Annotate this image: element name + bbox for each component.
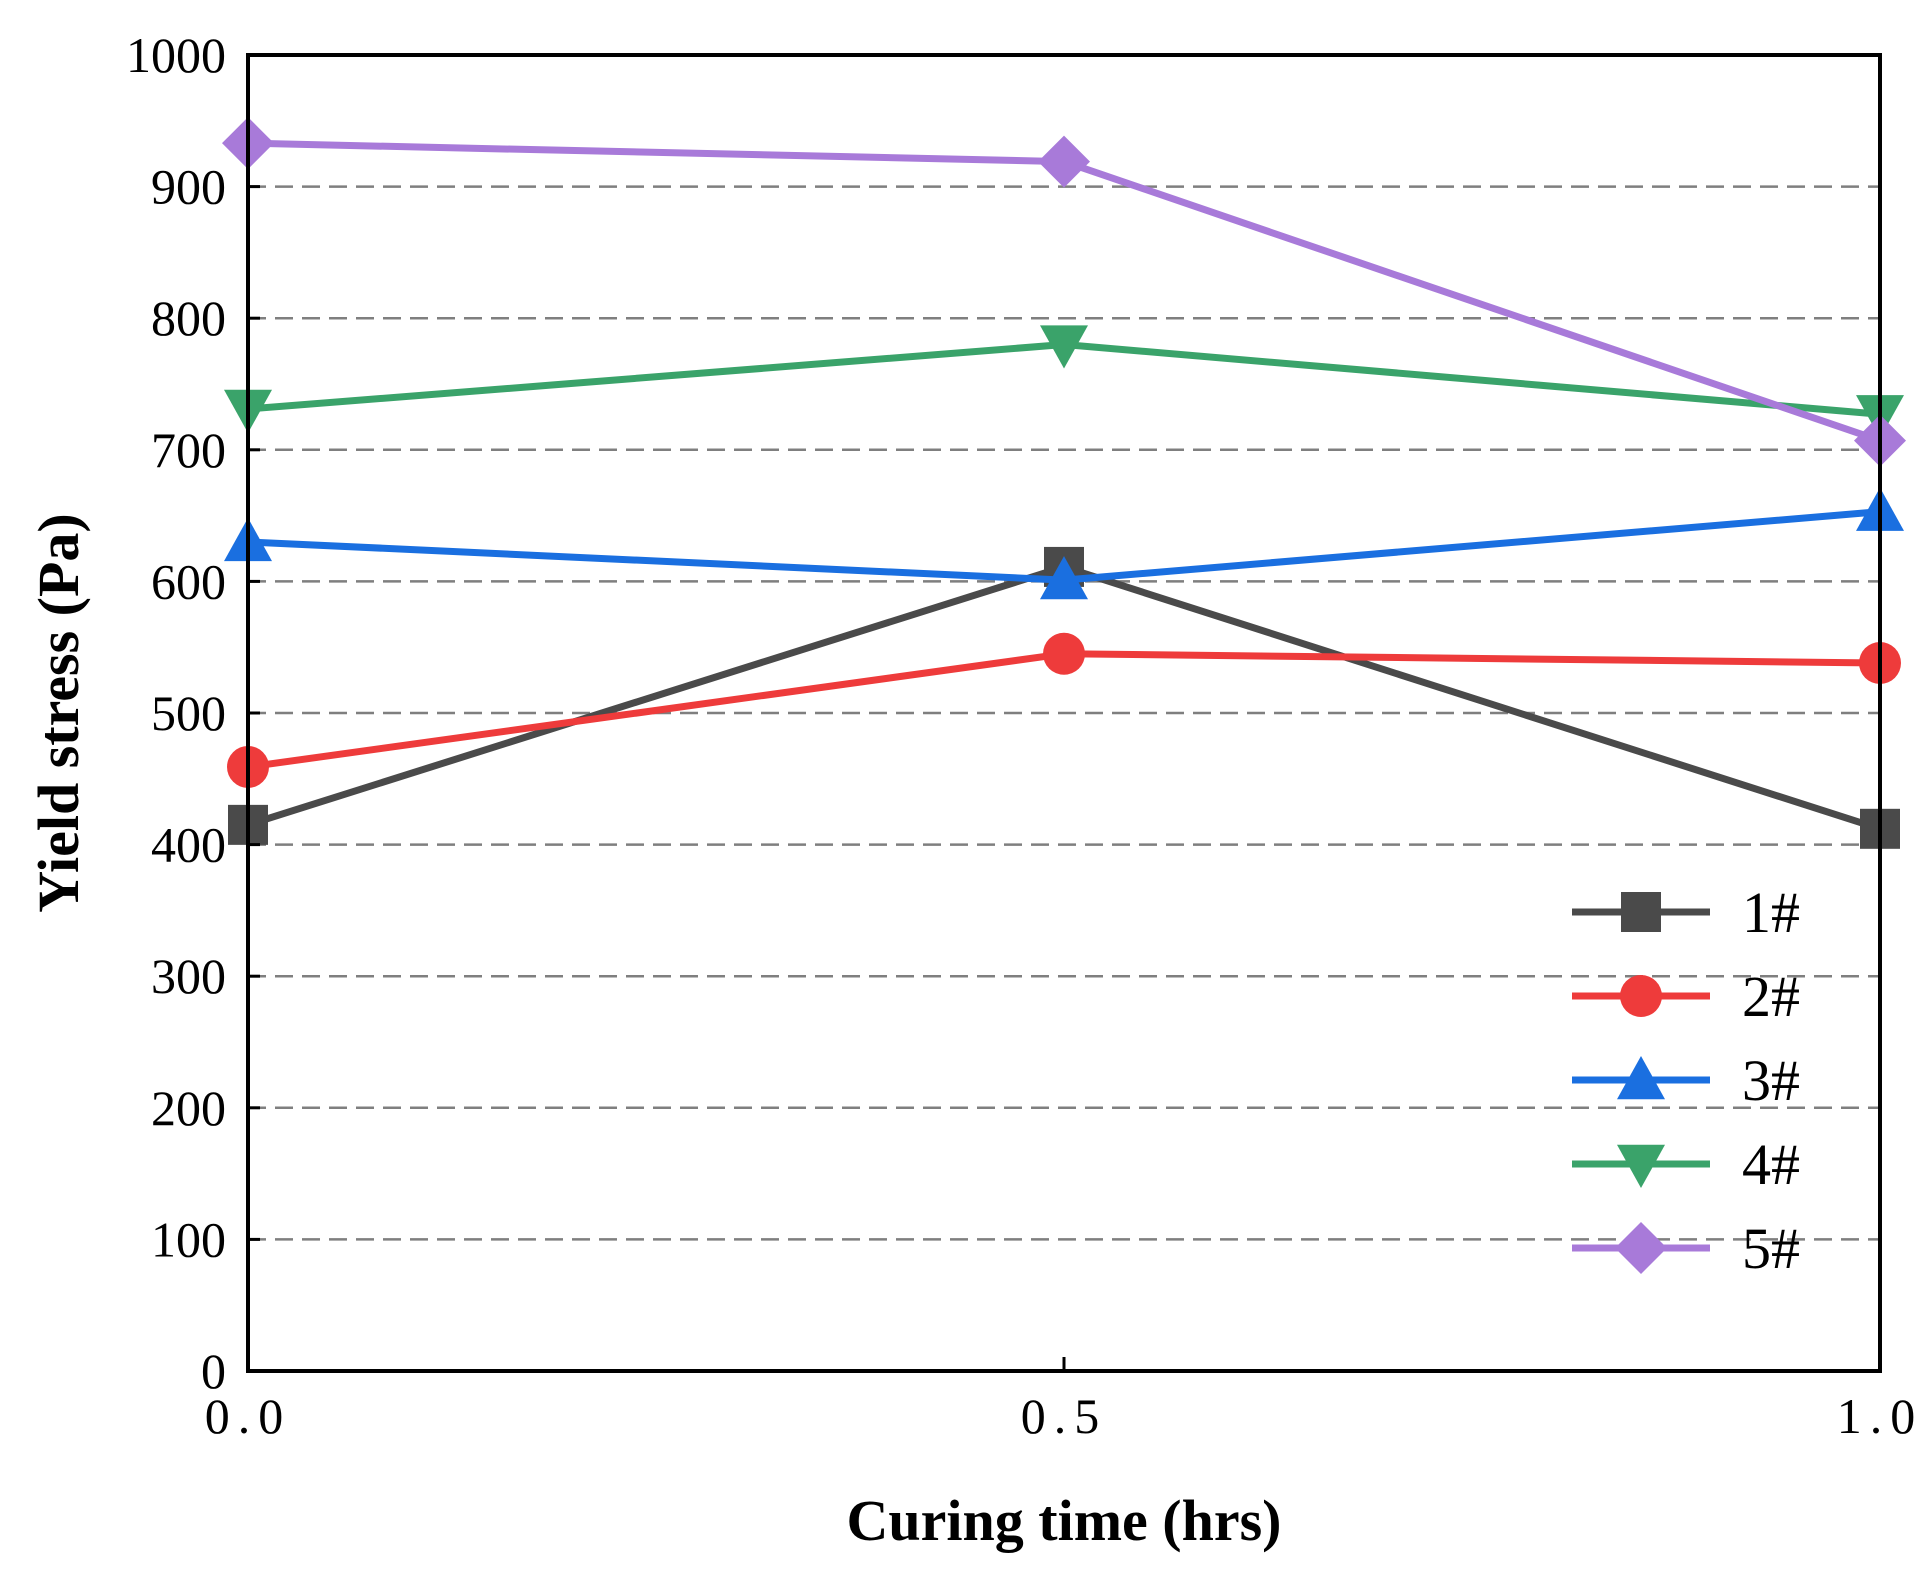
legend-label: 4# <box>1742 1132 1800 1197</box>
data-point <box>1040 556 1088 600</box>
y-axis: 0 100 200 300 400 500 600 700 800 900 1000 <box>126 27 260 1399</box>
y-tick-label: 900 <box>151 159 226 215</box>
y-tick-label: 500 <box>151 685 226 741</box>
y-tick-label: 800 <box>151 290 226 346</box>
legend: 1# 2# 3# 4# 5# <box>1572 880 1800 1281</box>
legend-item: 4# <box>1572 1132 1800 1197</box>
legend-item: 1# <box>1572 880 1800 945</box>
data-point <box>1040 325 1088 369</box>
legend-marker <box>1620 975 1662 1017</box>
legend-item: 2# <box>1572 964 1800 1029</box>
series-2 <box>227 632 1901 788</box>
y-tick-label: 100 <box>151 1211 226 1267</box>
legend-marker <box>1617 1056 1665 1100</box>
data-point <box>1038 135 1090 188</box>
y-tick-label: 400 <box>151 817 226 873</box>
data-point <box>1043 632 1085 675</box>
legend-item: 3# <box>1572 1048 1800 1113</box>
x-tick-label: 0.5 <box>1021 1388 1108 1444</box>
legend-item: 5# <box>1572 1216 1800 1281</box>
legend-marker <box>1621 892 1661 932</box>
legend-label: 3# <box>1742 1048 1800 1113</box>
legend-marker <box>1615 1222 1667 1274</box>
x-tick-label: 1.0 <box>1837 1388 1924 1444</box>
legend-label: 5# <box>1742 1216 1800 1281</box>
x-tick-label: 0.0 <box>205 1388 292 1444</box>
y-tick-label: 300 <box>151 948 226 1004</box>
series-4 <box>224 325 1904 439</box>
legend-label: 1# <box>1742 880 1800 945</box>
x-axis: 0.0 0.5 1.0 <box>205 1357 1924 1444</box>
y-axis-title: Yield stress (Pa) <box>26 513 91 913</box>
y-tick-label: 600 <box>151 553 226 609</box>
legend-marker <box>1617 1144 1665 1188</box>
series-line <box>246 563 1882 833</box>
legend-label: 2# <box>1742 964 1800 1029</box>
series-group <box>222 117 1906 849</box>
y-tick-label: 0 <box>201 1343 226 1399</box>
y-tick-label: 200 <box>151 1080 226 1136</box>
y-tick-label: 700 <box>151 422 226 478</box>
series-5 <box>222 117 1906 467</box>
x-axis-title: Curing time (hrs) <box>847 1488 1282 1553</box>
y-tick-label: 1000 <box>126 27 226 83</box>
